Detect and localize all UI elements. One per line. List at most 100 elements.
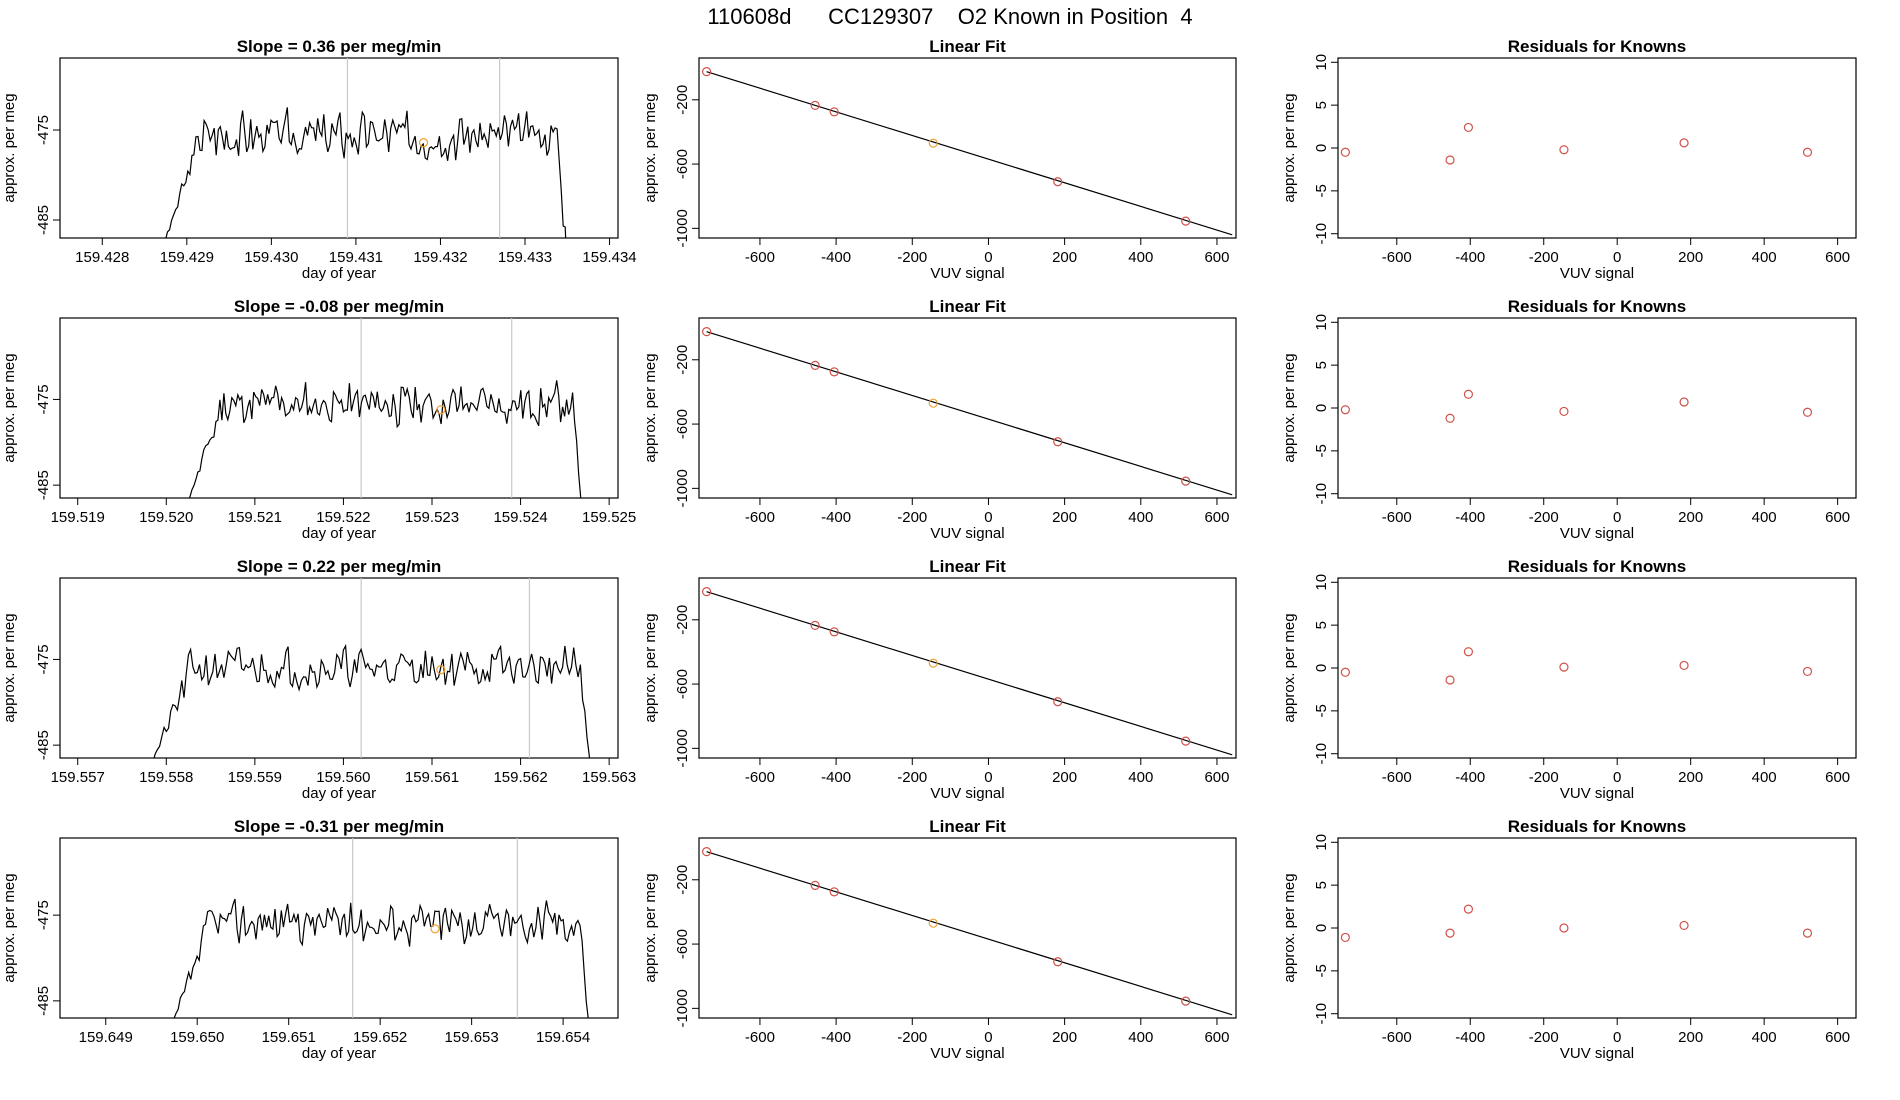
x-tick-label: 159.562 <box>493 769 547 786</box>
y-tick-label: 10 <box>1313 314 1330 331</box>
y-tick-label: -485 <box>35 730 52 760</box>
x-tick-label: 159.525 <box>582 509 636 526</box>
data-point <box>829 627 839 637</box>
x-tick-label: -600 <box>1382 769 1412 786</box>
data-point <box>1679 397 1689 407</box>
y-tick-label: -5 <box>1313 964 1330 977</box>
y-tick-label: -1000 <box>674 469 691 507</box>
plot-frame <box>1337 57 1857 239</box>
x-axis-label: day of year <box>302 265 376 282</box>
x-tick-label: 600 <box>1825 1029 1850 1046</box>
panel-title: Residuals for Knowns <box>1508 297 1687 316</box>
x-tick-label: 159.522 <box>316 509 370 526</box>
panel-title: Linear Fit <box>929 297 1006 316</box>
panel-3-1: Slope = 0.22 per meg/min 159.557 159.558 15… <box>1 557 636 802</box>
x-axis-label: day of year <box>302 1045 376 1062</box>
x-tick-label: 600 <box>1825 769 1850 786</box>
panel-4-3: Residuals for Knowns -600 -400 -200 0 200 400 6… <box>1281 817 1857 1062</box>
fit-line <box>706 331 1233 496</box>
x-tick-label: 400 <box>1752 769 1777 786</box>
x-tick-label: -400 <box>821 509 851 526</box>
panel-3-3: Residuals for Knowns -600 -400 -200 0 200 400 6… <box>1281 557 1857 802</box>
data-point <box>702 847 712 857</box>
data-point <box>1340 667 1350 677</box>
y-tick-label: 10 <box>1313 574 1330 591</box>
data-trace <box>153 643 591 758</box>
fit-line <box>706 71 1233 236</box>
y-tick-label: 5 <box>1313 881 1330 889</box>
y-tick-label: -1000 <box>674 209 691 247</box>
y-tick-label: -475 <box>35 384 52 414</box>
x-tick-label: -200 <box>897 1029 927 1046</box>
panel-2-3: Residuals for Knowns -600 -400 -200 0 200 400 6… <box>1281 297 1857 542</box>
y-axis-label: approx. per meg <box>642 873 659 982</box>
x-tick-label: 600 <box>1825 509 1850 526</box>
y-tick-label: 5 <box>1313 361 1330 369</box>
x-tick-label: 0 <box>1613 769 1621 786</box>
plot-frame <box>698 577 1237 759</box>
x-tick-label: -200 <box>1529 1029 1559 1046</box>
x-tick-label: 159.428 <box>75 249 129 266</box>
panel-title: Linear Fit <box>929 37 1006 56</box>
y-tick-label: -1000 <box>674 729 691 767</box>
x-tick-label: 400 <box>1128 769 1153 786</box>
data-point <box>829 887 839 897</box>
panel-title: Linear Fit <box>929 557 1006 576</box>
data-point <box>1181 216 1191 226</box>
data-point <box>1463 389 1474 399</box>
data-trace <box>188 380 582 498</box>
x-tick-label: -600 <box>745 509 775 526</box>
data-point <box>1053 437 1063 447</box>
y-tick-label: -200 <box>674 85 691 115</box>
x-tick-label: 159.559 <box>228 769 282 786</box>
plot-frame <box>1337 837 1857 1019</box>
data-point <box>1559 923 1569 933</box>
data-point <box>810 360 820 371</box>
x-tick-label: 159.561 <box>405 769 459 786</box>
x-axis-label: VUV signal <box>1560 785 1634 802</box>
x-tick-label: 200 <box>1678 509 1703 526</box>
x-tick-label: 400 <box>1752 509 1777 526</box>
x-axis-label: VUV signal <box>930 1045 1004 1062</box>
x-axis-label: VUV signal <box>1560 1045 1634 1062</box>
x-axis-label: day of year <box>302 525 376 542</box>
data-point <box>1445 928 1455 938</box>
y-tick-label: -5 <box>1313 704 1330 717</box>
x-axis-label: day of year <box>302 785 376 802</box>
y-axis-label: approx. per meg <box>642 613 659 722</box>
x-tick-label: 159.560 <box>316 769 370 786</box>
y-tick-label: 10 <box>1313 54 1330 71</box>
x-tick-label: 159.652 <box>353 1029 407 1046</box>
x-tick-label: -600 <box>745 769 775 786</box>
x-tick-label: 200 <box>1678 769 1703 786</box>
x-tick-label: 600 <box>1204 249 1229 266</box>
y-tick-label: 0 <box>1313 404 1330 412</box>
marker-point <box>436 665 446 675</box>
data-point <box>928 918 938 928</box>
y-tick-label: -10 <box>1313 223 1330 245</box>
y-tick-label: -1000 <box>674 989 691 1027</box>
x-tick-label: -400 <box>821 1029 851 1046</box>
x-tick-label: 159.432 <box>413 249 467 266</box>
x-tick-label: 400 <box>1752 249 1777 266</box>
x-tick-label: 400 <box>1128 249 1153 266</box>
x-tick-label: -600 <box>1382 509 1412 526</box>
data-point <box>1679 138 1689 148</box>
data-point <box>1445 155 1455 165</box>
data-point <box>1802 147 1813 157</box>
data-point <box>702 327 712 337</box>
plot-frame <box>698 837 1237 1019</box>
data-point <box>810 620 820 631</box>
y-tick-label: -10 <box>1313 483 1330 505</box>
panel-4-2: Linear Fit -600 -400 -200 0 200 400 600 VUV sign… <box>642 817 1237 1062</box>
x-tick-label: 200 <box>1052 769 1077 786</box>
x-tick-label: -600 <box>1382 1029 1412 1046</box>
x-tick-label: 159.558 <box>139 769 193 786</box>
x-tick-label: 0 <box>1613 1029 1621 1046</box>
plot-frame <box>59 317 619 499</box>
panel-title: Residuals for Knowns <box>1508 37 1687 56</box>
data-point <box>1559 662 1569 672</box>
y-axis-label: approx. per meg <box>1281 93 1298 202</box>
y-axis-label: approx. per meg <box>642 93 659 202</box>
panel-title: Slope = 0.22 per meg/min <box>237 557 442 576</box>
